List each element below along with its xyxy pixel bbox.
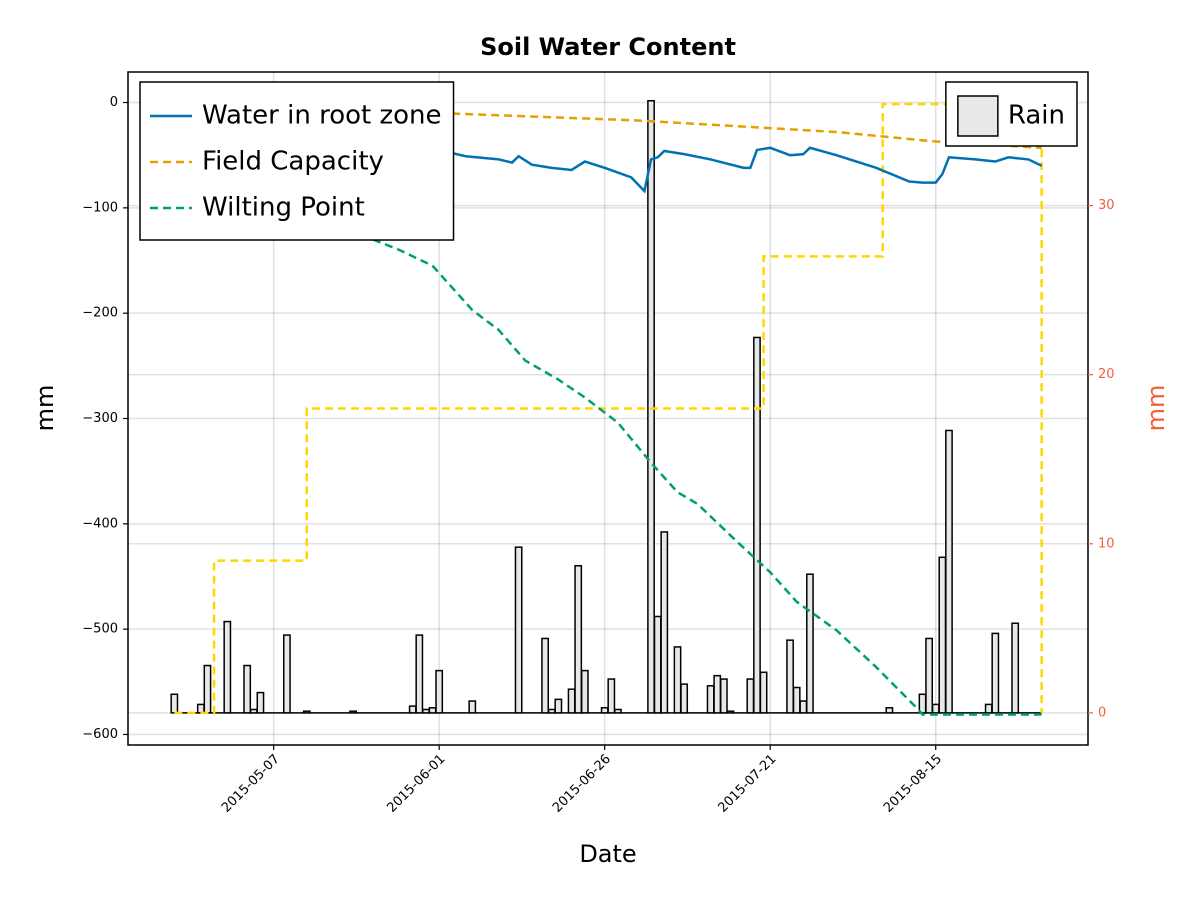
rain-bar: [673, 646, 682, 714]
rain-bar: [435, 669, 444, 714]
y2-axis-label: mm: [1142, 385, 1170, 432]
rain-bar: [726, 710, 735, 714]
rain-bar: [514, 546, 523, 714]
rain-bar: [885, 707, 894, 714]
y-tick-label: −200: [82, 306, 118, 321]
rain-bar: [567, 688, 576, 714]
step-line: [174, 102, 1043, 715]
y-tick-label: 0: [110, 95, 118, 110]
y-tick-label: −600: [82, 727, 118, 742]
rain-bar: [680, 683, 689, 714]
rain-bar: [746, 678, 755, 714]
rain-bar: [283, 634, 291, 714]
rain-bar: [806, 573, 814, 714]
y2-tick-label: 30: [1098, 198, 1115, 213]
legend: Rain: [945, 81, 1078, 147]
rain-bar: [574, 565, 583, 714]
rain-bar: [428, 707, 437, 714]
y-tick-label: −500: [82, 622, 118, 637]
rain-bar: [554, 698, 563, 714]
rain-bar: [786, 639, 794, 714]
rain-bar: [918, 693, 927, 714]
rain-bar: [607, 678, 616, 714]
rain-bar: [945, 429, 953, 714]
rain-bar: [1011, 622, 1020, 714]
legend-label: Water in root zone: [202, 101, 442, 131]
rain-bar: [792, 686, 801, 714]
series-line: [438, 146, 1043, 194]
rain-bar: [938, 556, 947, 714]
rain-bar: [706, 685, 715, 714]
y-tick-label: −400: [82, 516, 118, 531]
rain-bar: [243, 664, 252, 714]
chart-title: Soil Water Content: [480, 33, 736, 61]
rain-bar: [719, 678, 728, 714]
legend-swatch: [957, 95, 999, 137]
rain-bar: [468, 700, 477, 714]
rain-bar: [203, 664, 212, 714]
grid: [128, 72, 1088, 745]
rain-bar: [349, 710, 357, 714]
rain-bar: [196, 703, 205, 714]
rain-bar: [415, 634, 424, 714]
series-line: [372, 238, 1042, 716]
rain-bar: [223, 620, 232, 714]
legend: Water in root zone Field Capacity Wilting …: [139, 81, 455, 241]
rain-bar: [931, 703, 940, 714]
legend-label: Wilting Point: [202, 193, 365, 223]
y2-tick-label: 0: [1098, 705, 1106, 720]
rain-bar: [925, 637, 933, 714]
rain-bar: [614, 708, 622, 714]
rain-bar: [408, 705, 417, 714]
rain-bar: [799, 700, 808, 714]
y-axis-label: mm: [31, 385, 59, 432]
y2-tick-label: 10: [1098, 536, 1115, 551]
rain-bar: [759, 671, 768, 714]
plot-frame: [127, 71, 1089, 746]
y2-tick-label: 20: [1098, 367, 1115, 382]
rain-bar: [547, 708, 556, 714]
rain-bar: [256, 691, 265, 714]
y-tick-label: −100: [82, 200, 118, 215]
rain-bar: [660, 531, 669, 714]
y-tick-label: −300: [82, 411, 118, 426]
rain-bar: [653, 615, 662, 714]
rain-bar: [249, 708, 258, 714]
legend-box: [139, 81, 455, 241]
plot-marks: [170, 99, 1043, 716]
rain-bar: [541, 637, 549, 714]
rain-bar: [753, 336, 761, 714]
legend-label: Rain: [1008, 101, 1065, 131]
rain-bar: [302, 710, 311, 714]
rain-bar: [170, 693, 179, 714]
legend-label: Field Capacity: [202, 147, 384, 177]
rain-bar: [422, 708, 430, 714]
rain-bar: [984, 703, 993, 714]
rain-bar: [600, 707, 609, 714]
rain-bar: [713, 674, 722, 714]
rain-bar: [647, 99, 655, 714]
rain-bar: [580, 669, 589, 714]
rain-bar: [991, 632, 1000, 714]
legends: Water in root zone Field Capacity Wilting …: [139, 81, 1078, 241]
series-line: [439, 111, 1042, 150]
x-axis-label: Date: [579, 840, 636, 868]
